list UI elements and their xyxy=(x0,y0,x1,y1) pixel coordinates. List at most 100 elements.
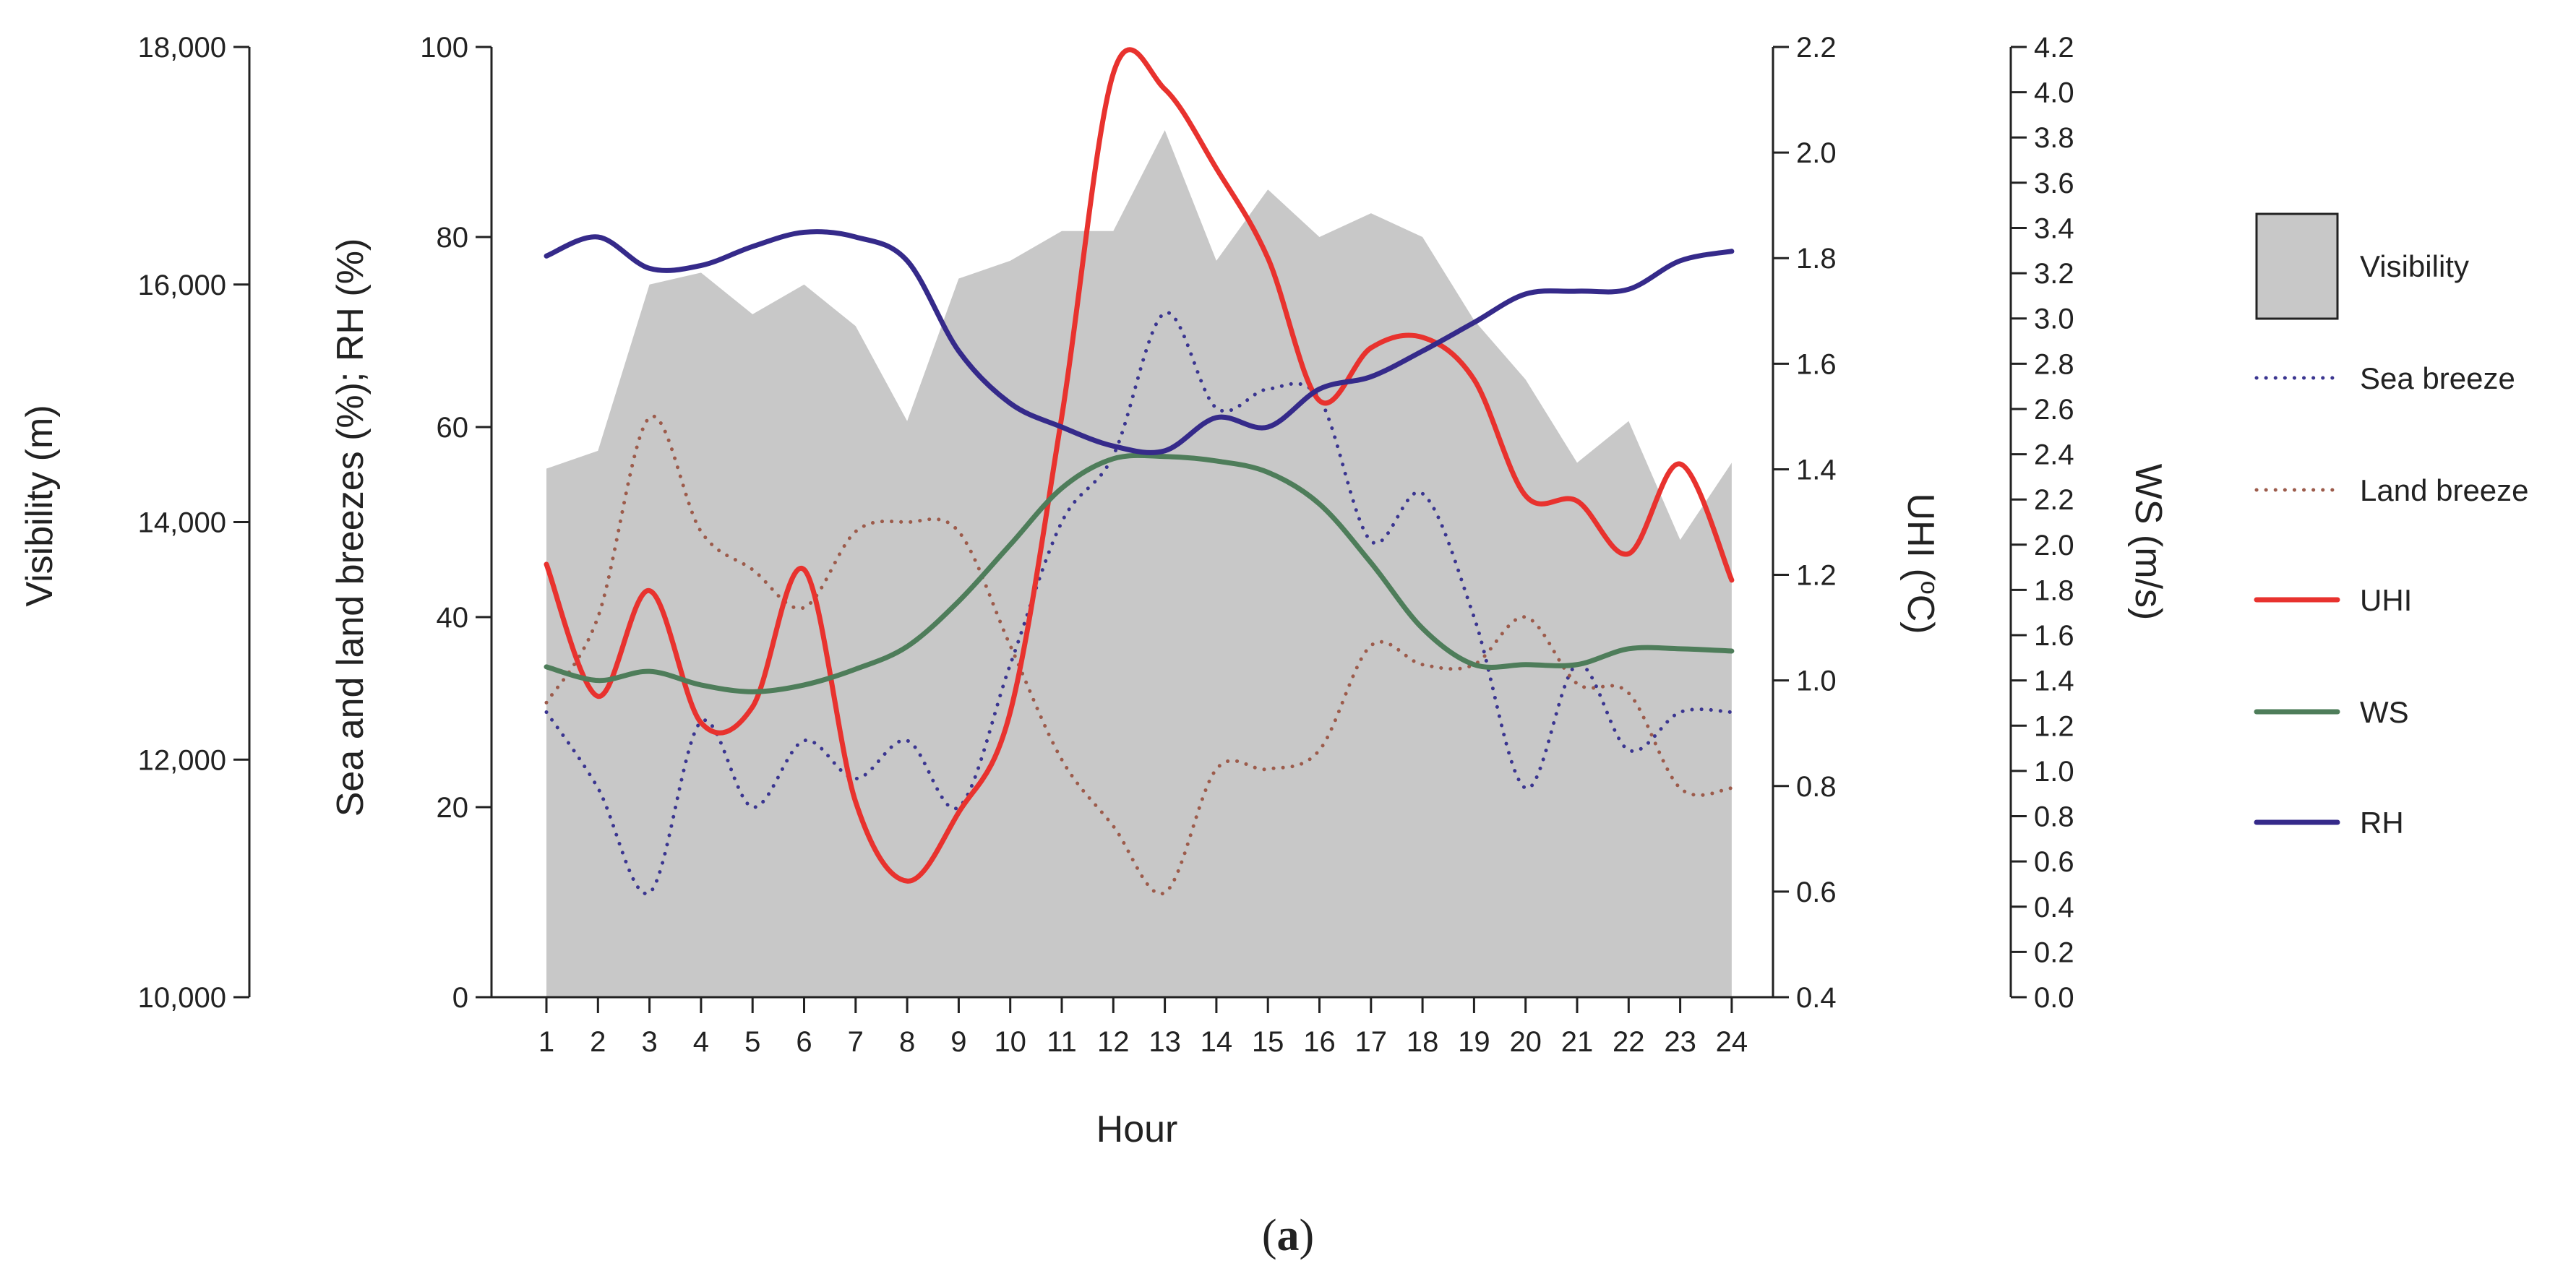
uhi-axis-title-sup: o xyxy=(1915,581,1943,595)
percent-axis-title: Sea and land breezes (%); RH (%) xyxy=(330,238,372,817)
x-tick-label: 13 xyxy=(1149,1026,1181,1058)
x-tick-label: 10 xyxy=(994,1026,1026,1058)
ws-tick-label: 2.0 xyxy=(2034,530,2074,561)
visibility-axis-title: Visibility (m) xyxy=(19,405,61,606)
ws-tick-label: 3.6 xyxy=(2034,168,2074,199)
visibility-tick-label: 16,000 xyxy=(138,270,226,301)
figure-caption: (a) xyxy=(1262,1211,1314,1260)
ws-tick-label: 3.0 xyxy=(2034,303,2074,335)
x-tick-label: 8 xyxy=(899,1026,915,1058)
legend-label: UHI xyxy=(2360,583,2412,617)
ws-axis-title: WS (m/s) xyxy=(2127,464,2169,621)
percent-tick-label: 100 xyxy=(420,32,468,64)
x-tick-label: 22 xyxy=(1613,1026,1645,1058)
ws-tick-label: 3.2 xyxy=(2034,258,2074,290)
uhi-tick-label: 0.4 xyxy=(1796,982,1837,1014)
x-tick-label: 24 xyxy=(1716,1026,1748,1058)
ws-tick-label: 1.4 xyxy=(2034,666,2074,697)
ws-tick-label: 0.6 xyxy=(2034,846,2074,878)
uhi-tick-label: 2.0 xyxy=(1796,137,1837,169)
uhi-tick-label: 1.2 xyxy=(1796,560,1837,592)
series-ws-line xyxy=(544,452,1735,694)
uhi-tick-label: 0.8 xyxy=(1796,771,1837,803)
percent-tick-label: 40 xyxy=(437,602,469,634)
axis-titles: Visibility (m) Sea and land breezes (%);… xyxy=(19,238,2169,1150)
x-tick-label: 18 xyxy=(1407,1026,1439,1058)
x-tick-label: 21 xyxy=(1561,1026,1594,1058)
series-uhi-line xyxy=(544,47,1735,884)
uhi-tick-label: 2.2 xyxy=(1796,32,1837,64)
ws-tick-label: 1.6 xyxy=(2034,620,2074,652)
visibility-tick-label: 12,000 xyxy=(138,744,226,776)
legend-item-ws: WS xyxy=(2254,695,2409,729)
ws-tick-label: 1.8 xyxy=(2034,574,2074,606)
x-tick-label: 5 xyxy=(744,1026,760,1058)
ws-tick-label: 2.2 xyxy=(2034,484,2074,516)
x-tick-label: 16 xyxy=(1303,1026,1336,1058)
visibility-tick-label: 14,000 xyxy=(138,507,226,539)
ws-tick-label: 3.4 xyxy=(2034,212,2074,244)
series-sea-breeze-line xyxy=(544,311,1734,896)
ws-tick-label: 2.8 xyxy=(2034,348,2074,380)
x-tick-label: 6 xyxy=(796,1026,812,1058)
visibility-tick-label: 10,000 xyxy=(138,982,226,1014)
visibility-tick-label: 18,000 xyxy=(138,32,226,64)
ws-tick-label: 3.8 xyxy=(2034,122,2074,154)
series-lines-layer xyxy=(544,47,1735,896)
percent-tick-label: 60 xyxy=(437,412,469,444)
caption-letter: a xyxy=(1277,1211,1300,1260)
ws-tick-label: 2.6 xyxy=(2034,394,2074,426)
legend-item-rh: RH xyxy=(2254,806,2404,840)
x-tick-label: 14 xyxy=(1201,1026,1233,1058)
ws-tick-label: 0.4 xyxy=(2034,892,2074,923)
x-tick-label: 12 xyxy=(1097,1026,1130,1058)
uhi-axis-title: UHI (oC) xyxy=(1899,493,1943,634)
x-tick-label: 2 xyxy=(590,1026,606,1058)
percent-tick-label: 0 xyxy=(452,982,468,1014)
legend-label: Sea breeze xyxy=(2360,361,2515,395)
legend-swatch xyxy=(2255,212,2339,320)
x-tick-label: 3 xyxy=(641,1026,657,1058)
ws-tick-label: 4.0 xyxy=(2034,77,2074,109)
legend-label: Land breeze xyxy=(2360,473,2529,507)
x-tick-label: 9 xyxy=(950,1026,966,1058)
uhi-tick-label: 1.0 xyxy=(1796,666,1837,697)
series-land-breeze-line xyxy=(544,414,1734,896)
uhi-axis-title-main: UHI ( xyxy=(1899,493,1941,581)
uhi-tick-label: 1.6 xyxy=(1796,348,1837,380)
caption-close: ) xyxy=(1300,1211,1315,1260)
x-tick-label: 7 xyxy=(848,1026,864,1058)
x-tick-label: 15 xyxy=(1252,1026,1284,1058)
x-tick-label: 1 xyxy=(538,1026,554,1058)
x-axis-title: Hour xyxy=(1096,1108,1178,1150)
legend-label: WS xyxy=(2360,695,2409,729)
x-tick-label: 23 xyxy=(1664,1026,1696,1058)
ws-tick-label: 0.2 xyxy=(2034,936,2074,968)
ws-tick-label: 0.0 xyxy=(2034,982,2074,1014)
legend-label: Visibility xyxy=(2360,249,2469,283)
ws-tick-label: 1.2 xyxy=(2034,710,2074,742)
x-tick-label: 4 xyxy=(693,1026,709,1058)
x-tick-label: 20 xyxy=(1509,1026,1542,1058)
legend-item-land-breeze: Land breeze xyxy=(2254,473,2529,507)
legend: Visibility Sea breeze Land breeze UHI WS RH xyxy=(2254,212,2529,840)
uhi-tick-label: 0.6 xyxy=(1796,877,1837,908)
legend-label: RH xyxy=(2360,806,2404,840)
x-tick-label: 11 xyxy=(1047,1026,1077,1058)
legend-item-sea-breeze: Sea breeze xyxy=(2254,361,2515,395)
ws-tick-label: 2.4 xyxy=(2034,439,2074,471)
uhi-axis-title-end: C) xyxy=(1899,595,1941,634)
percent-tick-label: 20 xyxy=(437,792,469,824)
percent-tick-label: 80 xyxy=(437,222,469,254)
ticks-layer: 10,000 12,000 14,000 16,000 18,000 0 20 40 60 80 1… xyxy=(138,32,2074,1058)
ws-tick-label: 4.2 xyxy=(2034,32,2074,64)
legend-item-uhi: UHI xyxy=(2254,583,2412,617)
x-tick-label: 19 xyxy=(1458,1026,1490,1058)
uhi-tick-label: 1.8 xyxy=(1796,243,1837,275)
x-tick-label: 17 xyxy=(1355,1026,1388,1058)
ws-tick-label: 0.8 xyxy=(2034,801,2074,833)
ws-tick-label: 1.0 xyxy=(2034,756,2074,788)
series-rh-line xyxy=(544,229,1735,455)
legend-item-visibility: Visibility xyxy=(2255,212,2469,320)
